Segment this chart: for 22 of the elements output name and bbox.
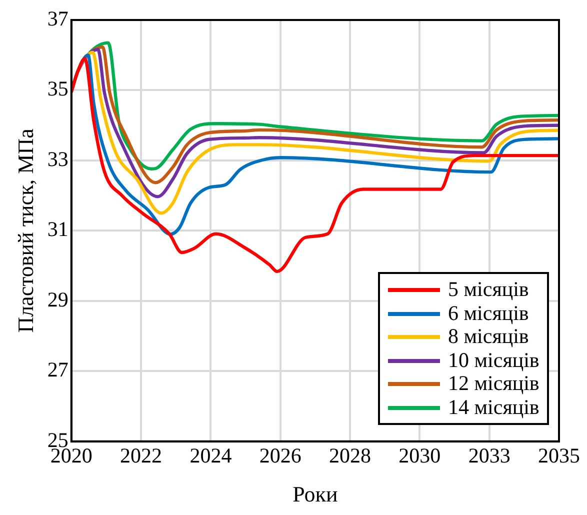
y-tick-label: 27 [47, 358, 68, 382]
legend-label: 8 місяців [448, 324, 529, 349]
legend-label: 14 місяців [448, 394, 540, 420]
x-tick-label: 2033 [468, 444, 510, 468]
legend-label: 5 місяців [448, 277, 529, 302]
x-tick-label: 2026 [259, 444, 302, 468]
y-tick-label: 35 [47, 76, 68, 101]
y-tick-label: 33 [47, 146, 68, 171]
legend-label: 10 місяців [448, 348, 540, 372]
y-tick-label: 29 [47, 287, 68, 312]
x-tick-label: 2028 [329, 444, 372, 468]
legend-label: 12 місяців [448, 371, 540, 396]
x-tick-label: 2030 [398, 444, 441, 468]
y-tick-label: 37 [47, 6, 68, 31]
x-tick-label: 2035 [538, 444, 580, 468]
line-series [71, 57, 559, 274]
y-tick-label: 31 [47, 217, 68, 242]
x-tick-label: 2022 [120, 444, 162, 468]
x-axis-title: Роки [292, 482, 338, 507]
x-tick-label: 2024 [190, 444, 232, 468]
legend-label: 6 місяців [448, 300, 529, 326]
y-axis-title: Пластовий тиск, МПа [12, 128, 38, 333]
